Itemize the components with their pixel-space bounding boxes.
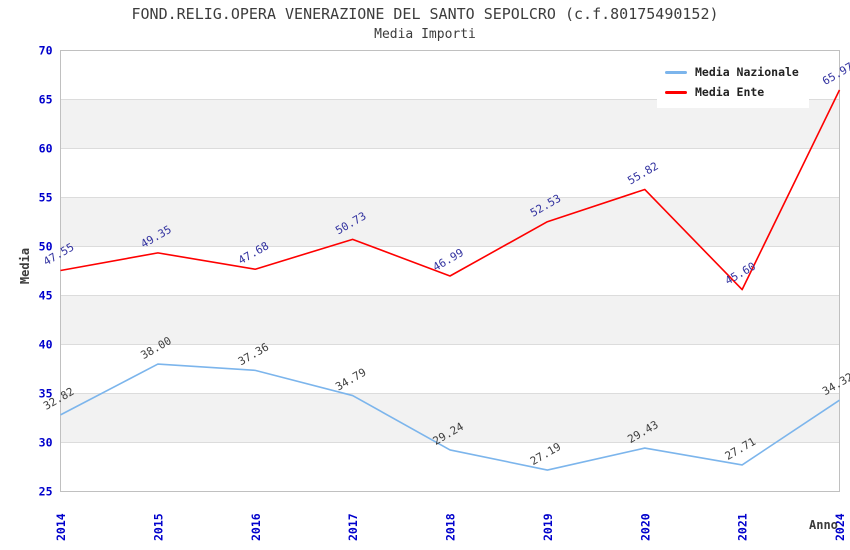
plot-bands [60,99,840,443]
y-tick-label: 60 [39,142,53,156]
legend-label: Media Ente [695,85,765,99]
data-label-media-nazionale: 34.79 [333,366,368,394]
legend: Media Nazionale Media Ente [657,54,809,108]
y-tick-label: 40 [39,338,53,352]
y-tick-label: 30 [39,436,53,450]
series-line-media-ente [60,89,841,291]
plot-band [60,295,840,345]
series-lines [60,89,841,471]
legend-label: Media Nazionale [695,65,799,79]
x-axis-title: Anno [809,518,838,532]
gridlines [60,99,840,443]
data-label-media-ente: 55.82 [625,160,660,188]
legend-item-media-ente: Media Ente [665,85,799,99]
y-tick-labels: 25 30 35 40 45 50 55 60 65 70 [39,44,53,499]
data-label-media-ente: 65.97 [820,60,850,88]
y-tick-label: 65 [39,93,53,107]
x-tick-label: 2017 [346,513,360,541]
y-tick-label: 45 [39,289,53,303]
data-label-media-ente: 45.60 [723,260,758,288]
legend-item-media-nazionale: Media Nazionale [665,65,799,79]
y-tick-label: 35 [39,387,53,401]
x-tick-label: 2018 [444,513,458,541]
chart-title: FOND.RELIG.OPERA VENERAZIONE DEL SANTO S… [131,5,719,23]
y-tick-label: 50 [39,240,53,254]
x-tick-labels: 2014 2015 2016 2017 2018 2019 2020 2021 2024 [54,513,847,541]
plot-border [60,50,840,492]
y-tick-label: 25 [39,485,53,499]
y-axis-title: Media [18,248,32,284]
x-tick-label: 2016 [249,513,263,541]
data-label-media-nazionale: 27.19 [528,440,563,468]
x-tick-label: 2020 [638,513,652,541]
y-tick-label: 55 [39,191,53,205]
x-tick-label: 2015 [151,513,165,541]
y-tick-label: 70 [39,44,53,58]
series-line-media-nazionale [60,363,840,471]
x-tick-label: 2014 [54,513,68,541]
x-tick-label: 2021 [736,513,750,541]
x-tick-label: 2019 [541,513,555,541]
chart-subtitle: Media Importi [374,27,476,42]
x-tick-label: 2024 [833,513,847,541]
plot-band [60,393,840,443]
legend-line-icon [665,70,687,74]
plot-band [60,197,840,247]
legend-line-icon [665,90,687,94]
plot-border-rect [60,50,840,492]
